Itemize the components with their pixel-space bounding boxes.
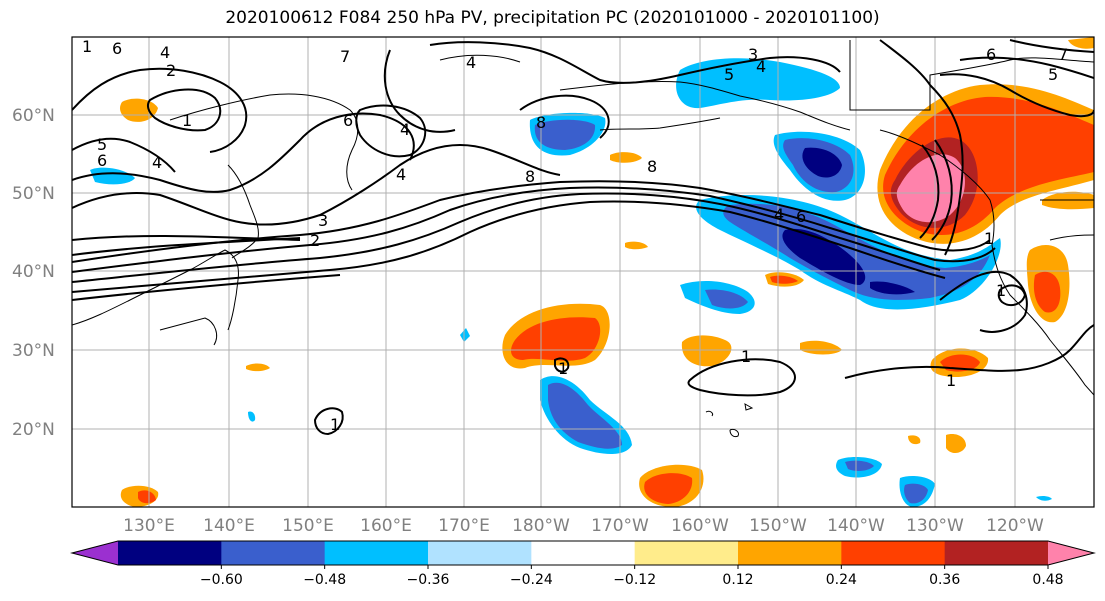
contour-label: 3 xyxy=(318,211,328,230)
contour-label: 7 xyxy=(340,47,350,66)
colorbar-segment xyxy=(944,541,1049,565)
contour-label: 4 xyxy=(466,53,476,72)
contour-label: 5 xyxy=(97,135,107,154)
lat-label: 50°N xyxy=(12,184,55,204)
lat-label: 40°N xyxy=(12,262,55,282)
colorbar-tick-label: −0.36 xyxy=(407,572,450,588)
contour-label: 1 xyxy=(996,281,1006,300)
contour-label: 6 xyxy=(112,39,122,58)
contour-label: 8 xyxy=(525,167,535,186)
colorbar-segment xyxy=(118,541,222,565)
lon-label: 120°W xyxy=(986,516,1044,536)
longitude-labels: 130°E 140°E 150°E 160°E 170°E 180°W 170°… xyxy=(123,516,1044,536)
colorbar-tick-label: 0.36 xyxy=(929,572,960,588)
lon-label: 130°E xyxy=(123,516,175,536)
contour-label: 1 xyxy=(741,347,751,366)
contour-label: 4 xyxy=(774,205,784,224)
contour-label: 8 xyxy=(647,157,657,176)
contour-label: 4 xyxy=(756,57,766,76)
colorbar-ticks: −0.60 −0.48 −0.36 −0.24 −0.12 0.12 0.24 0.36 0.4… xyxy=(200,565,1064,588)
contour-label: 6 xyxy=(796,207,806,226)
contour-label: 6 xyxy=(97,151,107,170)
colorbar-tick-label: −0.24 xyxy=(510,572,553,588)
lat-label: 60°N xyxy=(12,106,55,126)
colorbar-outline xyxy=(70,540,1096,566)
map-title: 2020100612 F084 250 hPa PV, precipitatio… xyxy=(225,8,880,28)
contour-label: 6 xyxy=(986,45,996,64)
precip-fills xyxy=(90,37,1094,507)
lat-label: 20°N xyxy=(12,420,55,440)
lon-label: 130°W xyxy=(906,516,964,536)
lon-label: 140°E xyxy=(203,516,255,536)
contour-label: 4 xyxy=(396,165,406,184)
colorbar-segment xyxy=(221,541,326,565)
lon-label: 170°W xyxy=(591,516,649,536)
colorbar: −0.60 −0.48 −0.36 −0.24 −0.12 0.12 0.24 0.36 0.4… xyxy=(70,540,1096,588)
lon-label: 150°W xyxy=(749,516,807,536)
colorbar-right-extension xyxy=(1048,541,1094,565)
lon-label: 170°E xyxy=(438,516,490,536)
contour-label: 1 xyxy=(182,111,192,130)
contour-label: 1 xyxy=(82,37,92,56)
colorbar-tick-label: −0.60 xyxy=(200,572,243,588)
colorbar-tick-label: −0.48 xyxy=(303,572,346,588)
colorbar-segment xyxy=(841,541,946,565)
contour-label: 1 xyxy=(558,359,568,378)
contour-label: 4 xyxy=(152,153,162,172)
colorbar-segment xyxy=(428,541,532,565)
contour-label: 8 xyxy=(536,113,546,132)
colorbar-segment xyxy=(738,541,842,565)
contour-label: 1 xyxy=(330,415,340,434)
contour-label: 4 xyxy=(160,43,170,62)
graticule xyxy=(72,37,1094,507)
colorbar-tick-label: −0.12 xyxy=(613,572,656,588)
lon-label: 160°E xyxy=(360,516,412,536)
colorbar-segments xyxy=(118,541,1049,565)
lon-label: 150°E xyxy=(282,516,334,536)
colorbar-segment xyxy=(634,541,739,565)
map-frame xyxy=(71,36,1095,508)
contour-label: 1 xyxy=(946,371,956,390)
contour-label: 5 xyxy=(1048,65,1058,84)
contour-label: 2 xyxy=(310,231,320,250)
contour-label: 5 xyxy=(724,65,734,84)
contour-label: 6 xyxy=(343,111,353,130)
colorbar-segment xyxy=(531,541,636,565)
lon-label: 180°W xyxy=(512,516,570,536)
colorbar-tick-label: 0.12 xyxy=(722,572,753,588)
contour-label: 1 xyxy=(984,229,994,248)
pv-contours xyxy=(72,39,1094,436)
colorbar-tick-label: 0.48 xyxy=(1032,572,1063,588)
contour-label: 7 xyxy=(1058,45,1068,64)
contour-label: 2 xyxy=(166,61,176,80)
colorbar-tick-label: 0.24 xyxy=(826,572,857,588)
lat-label: 30°N xyxy=(12,341,55,361)
colorbar-segment xyxy=(324,541,429,565)
latitude-labels: 60°N 50°N 40°N 30°N 20°N xyxy=(12,106,55,440)
lon-label: 140°W xyxy=(827,516,885,536)
lon-label: 160°W xyxy=(671,516,729,536)
contour-label: 3 xyxy=(748,45,758,64)
positive-anomaly-core xyxy=(896,154,966,223)
contour-labels: 1 6 4 2 1 5 6 4 7 4 3 5 4 6 5 8 8 4 3 2 … xyxy=(82,37,1068,434)
contour-label: 4 xyxy=(400,120,410,139)
colorbar-left-extension xyxy=(72,541,118,565)
